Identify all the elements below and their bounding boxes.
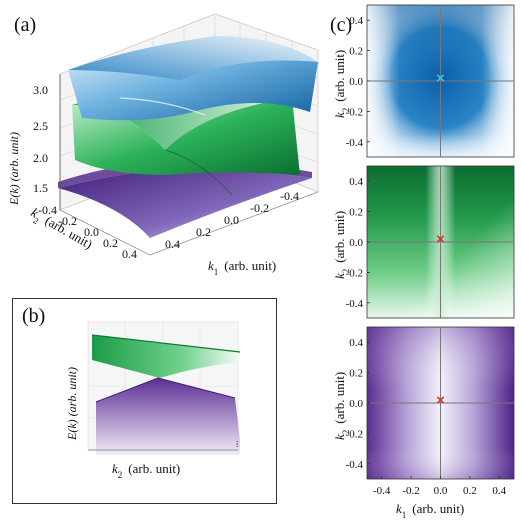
heatmap-blue-marker: [436, 74, 445, 82]
heatmap-y-tick-label: 0.4: [349, 15, 363, 27]
panel-label-c: (c): [330, 14, 353, 36]
heatmap-y-tick-label: -0.2: [346, 106, 363, 118]
z-tick-label: 1.5: [33, 181, 48, 195]
k1-tick-label: 0.4: [165, 237, 180, 251]
panel-b-x-label: k2 (arb. unit): [112, 461, 180, 480]
heatmap-x-tick-label: -0.2: [402, 485, 419, 497]
k1-tick-label: 0.0: [224, 213, 239, 227]
heatmap-y-tick-label: -0.2: [346, 428, 363, 440]
heatmap-blue-y-label: k2(arb. unit): [332, 50, 351, 118]
panel-label-a: (a): [14, 14, 37, 36]
panel-b-green-band: [92, 335, 240, 378]
panel-a-floor-edge: [59, 191, 319, 256]
band-green-surface: [72, 98, 300, 175]
k1-tick-label: 0.2: [196, 225, 211, 239]
panel-label-b: (b): [22, 305, 46, 327]
heatmap-y-tick-label: 0.4: [349, 176, 363, 188]
heatmap-green-y-label: k2(arb. unit): [332, 211, 351, 279]
panel-a-k2-ticks: -0.4 -0.2 0.0 0.2 0.4: [38, 203, 137, 261]
heatmap-y-tick-label: 0.2: [349, 368, 363, 380]
heatmap-x-tick-label: 0.4: [492, 485, 506, 497]
heatmap-purple-y-label: k2(arb. unit): [332, 372, 351, 440]
heatmap-x-tick-label: 0.2: [463, 485, 477, 497]
heatmap-y-tick-label: 0.4: [349, 337, 363, 349]
heatmap-y-tick-label: -0.4: [346, 137, 364, 149]
heatmap-y-tick-label: 0.2: [349, 207, 363, 219]
heatmap-y-tick-label: -0.2: [346, 267, 363, 279]
heatmap-overlays: 0.4 0.2 0.0 -0.2 -0.4 0.4 0.2 0.0 -0.2 -0.4 0.4 0.2…: [346, 5, 514, 497]
k1-tick-label: -0.2: [250, 201, 269, 215]
panel-b-purple-band: [96, 378, 240, 455]
k2-tick-label: -0.4: [38, 203, 57, 217]
k2-tick-label: 0.0: [84, 225, 99, 239]
heatmap-y-tick-label: 0.0: [349, 398, 363, 410]
heatmap-y-tick-label: -0.4: [346, 298, 364, 310]
heatmap-green-marker: [436, 235, 445, 243]
heatmap-x-tick-label: -0.4: [373, 485, 391, 497]
heatmap-y-tick-label: 0.2: [349, 46, 363, 58]
k2-tick-label: 0.4: [122, 247, 137, 261]
heatmap-y-tick-label: 0.0: [349, 76, 363, 88]
panel-a-k1-label: k1 (arb. unit): [208, 258, 276, 277]
panel-a-plot: 3.0 2.5 2.0 1.5 E(k) (arb. unit) -0.4 -0…: [7, 13, 319, 277]
heatmap-purple-marker: [436, 396, 445, 404]
k1-tick-label: -0.4: [280, 189, 299, 203]
z-tick-label: 3.0: [33, 83, 48, 97]
z-tick-label: 2.0: [33, 151, 48, 165]
band-blue-top: [68, 36, 318, 80]
z-tick-label: 2.5: [33, 119, 48, 133]
panel-a-k1-ticks: 0.4 0.2 0.0 -0.2 -0.4: [165, 189, 299, 251]
k2-tick-label: -0.2: [58, 214, 77, 228]
band-purple-surface: [58, 165, 312, 238]
heatmap-y-tick-label: -0.4: [346, 459, 364, 471]
panel-a-z-ticks: 3.0 2.5 2.0 1.5: [33, 83, 48, 195]
panel-a-z-label: E(k) (arb. unit): [7, 132, 21, 206]
svg-text:⁞: ⁞: [236, 440, 238, 449]
heatmap-x-label: k1 (arb. unit): [396, 501, 464, 520]
panel-b-z-label: E(k) (arb. unit): [65, 367, 79, 441]
panel-b-plot: ⁞ E(k) (arb. unit) k2 (arb. unit): [65, 321, 241, 480]
heatmap-x-tick-label: 0.0: [434, 485, 448, 497]
k2-tick-label: 0.2: [103, 236, 118, 250]
heatmap-y-tick-label: 0.0: [349, 237, 363, 249]
